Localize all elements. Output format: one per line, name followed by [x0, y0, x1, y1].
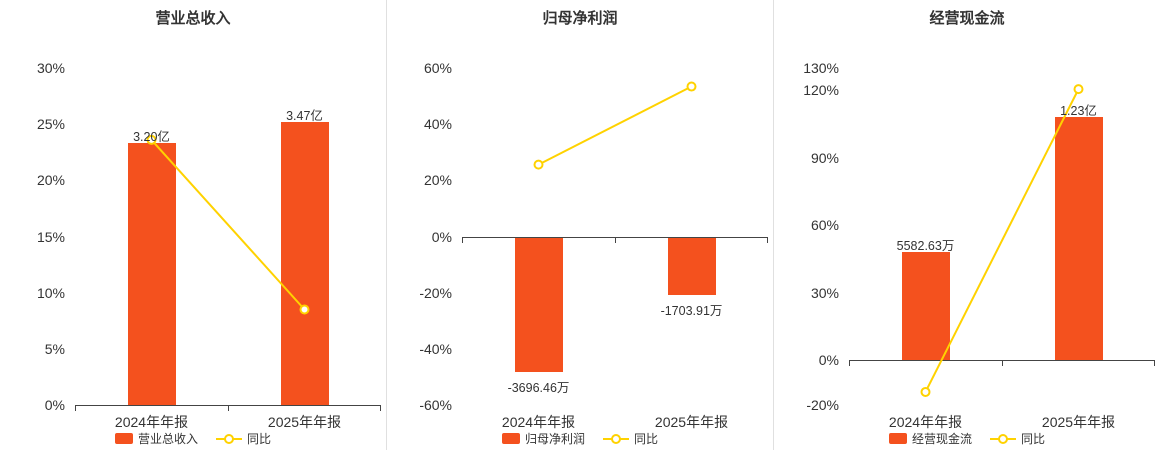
y-axis-tick-label: 5% — [44, 340, 65, 357]
x-axis-category-label: 2024年年报 — [888, 414, 963, 430]
legend-item-bar-series[interactable]: 营业总收入 — [114, 430, 198, 447]
y-axis-tick-label: 15% — [36, 228, 65, 245]
line-series-marker-icon — [990, 433, 1016, 445]
plot-area: -20% 0% 30% 60% 90% 120% 130% 5582.63万 2024年年报 1.… — [774, 0, 1160, 450]
x-axis-tick — [462, 237, 463, 243]
bar-series-swatch-icon — [114, 433, 133, 444]
legend-item-line-series[interactable]: 同比 — [216, 430, 271, 447]
y-axis-tick-label: 20% — [423, 172, 452, 189]
legend-label: 经营现金流 — [911, 432, 972, 446]
line-series-marker-icon — [216, 433, 242, 445]
chart-panel-revenue: 营业总收入 0% 5% 10% 15% 20% 25% 30% 3.20亿 2024年年报 3.4… — [0, 0, 386, 450]
y-axis-tick-label: -60% — [419, 397, 452, 413]
x-axis-tick — [615, 237, 616, 243]
x-axis-line — [462, 236, 768, 238]
x-axis-tick — [1002, 361, 1003, 367]
yoy-line — [538, 85, 692, 166]
legend-label: 同比 — [1021, 432, 1046, 446]
yoy-line-marker — [686, 81, 697, 92]
y-axis-tick-label: -20% — [419, 284, 452, 301]
y-axis-tick-label: 0% — [44, 397, 65, 413]
bar-series-swatch-icon — [501, 433, 520, 444]
y-axis-tick-label: 0% — [818, 352, 839, 369]
y-axis-tick-label: 40% — [423, 116, 452, 133]
yoy-line-marker — [1073, 84, 1084, 95]
x-axis-tick — [767, 237, 768, 243]
legend-item-line-series[interactable]: 同比 — [603, 430, 658, 447]
x-axis-tick — [380, 406, 381, 411]
legend-label: 归母净利润 — [524, 432, 585, 446]
legend-label: 同比 — [634, 432, 659, 446]
x-axis-line — [75, 405, 381, 406]
y-axis-tick-label: 60% — [810, 217, 839, 234]
yoy-line-marker — [533, 159, 544, 170]
chart-title: 营业总收入 — [155, 10, 231, 27]
bar-value-label: 1.23亿 — [1060, 104, 1097, 119]
plot-area: 0% 5% 10% 15% 20% 25% 30% 3.20亿 2024年年报 3.47亿 2025… — [0, 0, 386, 450]
y-axis-tick-label: -20% — [806, 397, 839, 413]
bar-2024年年报 — [127, 143, 176, 405]
bar-value-label: -1703.91万 — [660, 304, 723, 319]
chart-panel-net-profit: 归母净利润 -60% -40% -20% 0% 20% 40% 60% -3696.46万 20… — [386, 0, 773, 450]
y-axis-tick-label: 0% — [431, 228, 452, 245]
y-axis-tick-label: 20% — [36, 172, 65, 189]
x-axis-category-label: 2024年年报 — [501, 414, 576, 430]
y-axis-tick-label: 130% — [803, 60, 839, 76]
bar-value-label: 3.20亿 — [133, 130, 170, 145]
y-axis-tick-label: -40% — [419, 340, 452, 357]
x-axis-tick — [228, 406, 229, 411]
x-axis-category-label: 2025年年报 — [654, 414, 729, 430]
chart-title: 经营现金流 — [929, 10, 1005, 27]
legend-item-bar-series[interactable]: 归母净利润 — [501, 430, 585, 447]
legend-item-bar-series[interactable]: 经营现金流 — [888, 430, 972, 447]
chart-panel-operating-cash-flow: 经营现金流 -20% 0% 30% 60% 90% 120% 130% 5582.63万 202… — [773, 0, 1160, 450]
x-axis-category-label: 2025年年报 — [1041, 414, 1116, 430]
line-series-marker-icon — [603, 433, 629, 445]
bar-2025年年报 — [280, 121, 329, 405]
legend-item-line-series[interactable]: 同比 — [990, 430, 1045, 447]
x-axis-tick — [1154, 361, 1155, 367]
bar-2024年年报 — [514, 236, 563, 372]
legend: 归母净利润 同比 — [387, 430, 773, 447]
bar-series-swatch-icon — [888, 433, 907, 444]
y-axis-tick-label: 90% — [810, 149, 839, 166]
bar-2025年年报 — [667, 236, 716, 296]
y-axis-tick-label: 30% — [810, 284, 839, 301]
x-axis-category-label: 2025年年报 — [267, 414, 342, 430]
plot-area: -60% -40% -20% 0% 20% 40% 60% -3696.46万 2024年年报 -… — [387, 0, 773, 450]
bar-value-label: 3.47亿 — [286, 108, 323, 123]
bar-2025年年报 — [1054, 117, 1103, 361]
legend-label: 同比 — [247, 432, 272, 446]
legend: 经营现金流 同比 — [774, 430, 1160, 447]
x-axis-tick — [849, 361, 850, 367]
y-axis-tick-label: 120% — [803, 82, 839, 99]
bar-value-label: -3696.46万 — [507, 380, 570, 395]
x-axis-tick — [75, 406, 76, 411]
x-axis-category-label: 2024年年报 — [114, 414, 189, 430]
chart-title: 归母净利润 — [542, 10, 618, 27]
bar-2024年年报 — [901, 252, 950, 361]
bar-value-label: 5582.63万 — [896, 239, 955, 253]
y-axis-tick-label: 10% — [36, 284, 65, 301]
y-axis-tick-label: 60% — [423, 60, 452, 76]
y-axis-tick-label: 30% — [36, 60, 65, 76]
yoy-line-marker — [920, 386, 931, 397]
legend: 营业总收入 同比 — [0, 430, 386, 447]
y-axis-tick-label: 25% — [36, 116, 65, 133]
legend-label: 营业总收入 — [137, 432, 198, 446]
